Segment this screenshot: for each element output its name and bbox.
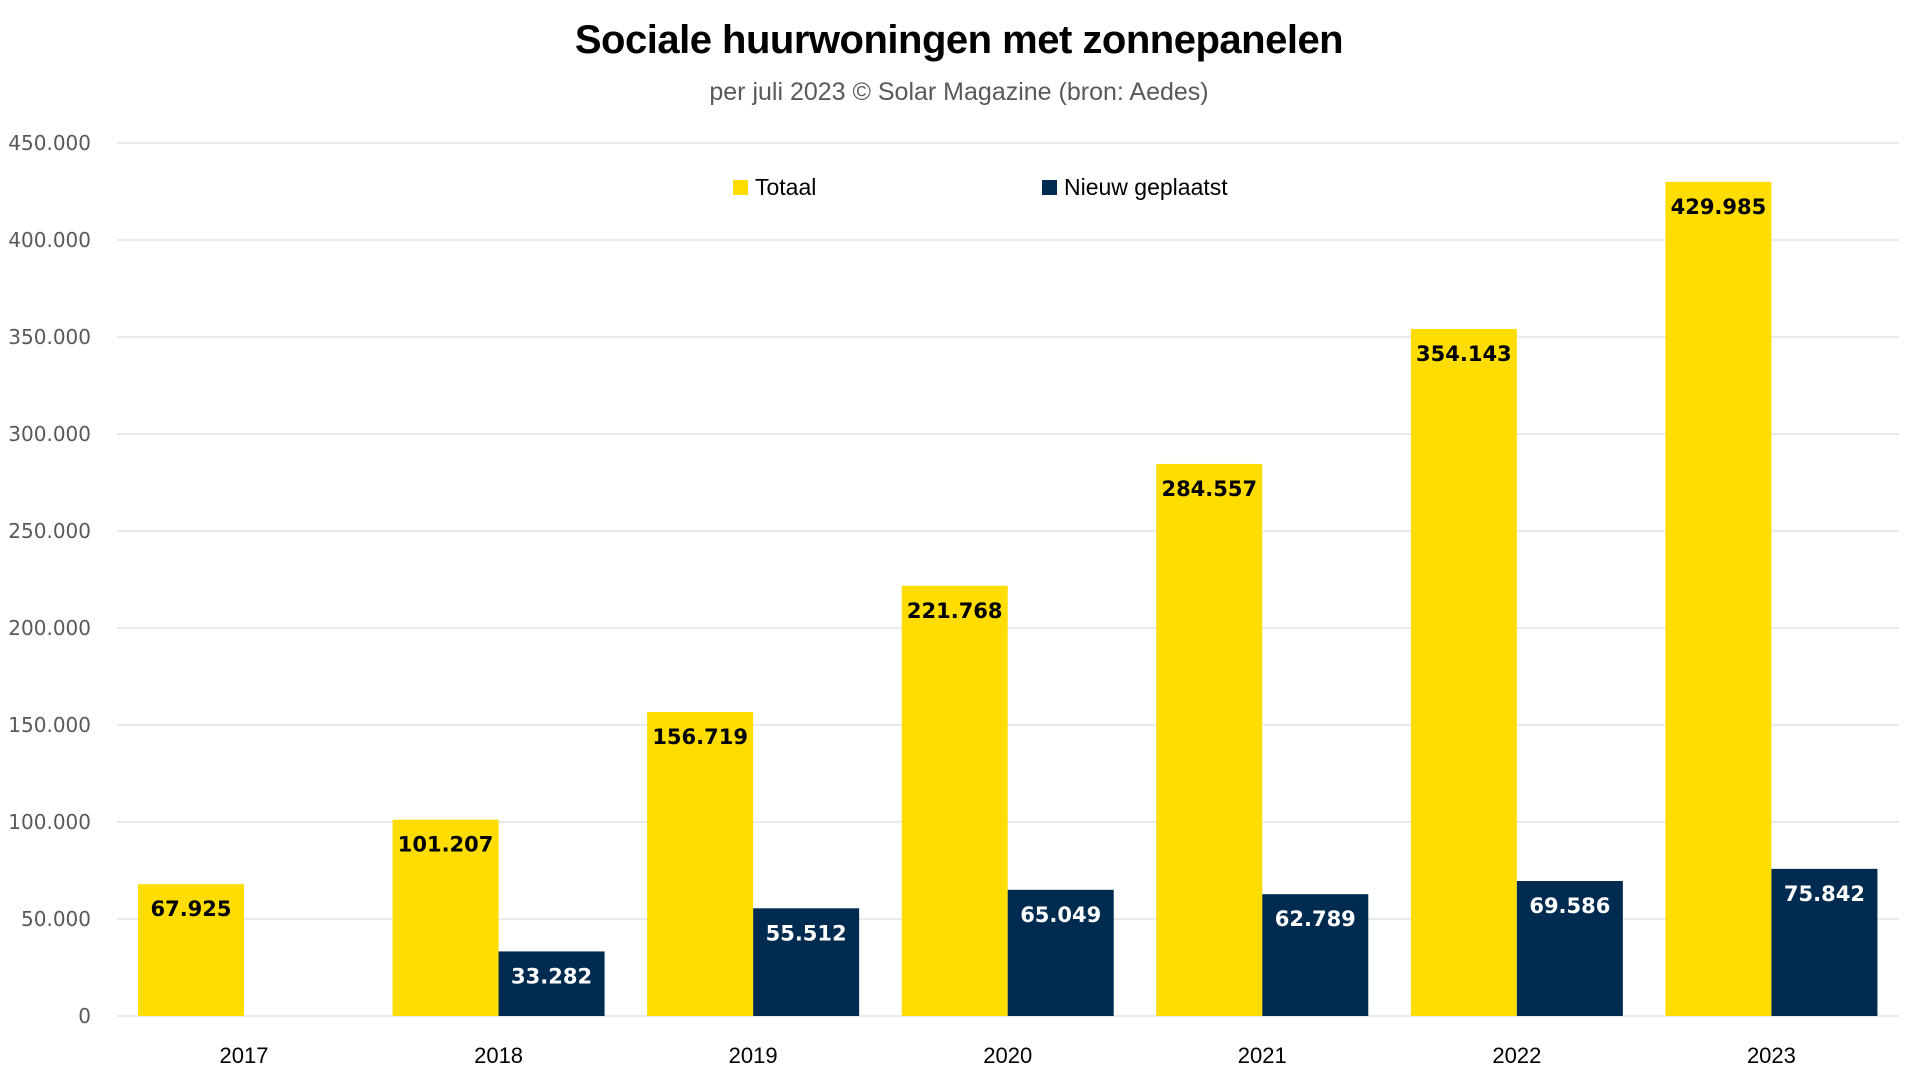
bars <box>138 181 1878 1016</box>
y-tick-label: 350.000 <box>8 325 91 349</box>
y-tick-label: 50.000 <box>21 907 91 931</box>
x-axis: 2017 2018 2019 2020 2021 2022 2023 <box>220 1043 1796 1068</box>
y-tick-label: 0 <box>78 1004 91 1028</box>
y-tick-label: 400.000 <box>8 228 91 252</box>
gridlines <box>117 142 1899 1017</box>
bar-totaal-2021 <box>1156 463 1263 1016</box>
data-label: 62.789 <box>1275 907 1356 931</box>
legend-swatch-nieuw-geplaatst <box>1042 180 1057 195</box>
data-label: 55.512 <box>766 921 847 945</box>
y-tick-label: 250.000 <box>8 519 91 543</box>
data-label: 221.768 <box>907 599 1003 623</box>
bar-nieuw-geplaatst-2020 <box>1007 889 1114 1016</box>
data-label: 101.207 <box>398 833 494 857</box>
data-label: 156.719 <box>652 725 748 749</box>
y-tick-label: 200.000 <box>8 616 91 640</box>
data-label: 354.143 <box>1416 342 1512 366</box>
legend-swatch-totaal <box>733 180 748 195</box>
data-labels: 67.925 101.207 33.282 156.719 55.512 221.768 6… <box>150 195 1864 989</box>
x-tick-label: 2020 <box>983 1043 1032 1068</box>
x-tick-label: 2019 <box>729 1043 778 1068</box>
bar-nieuw-geplaatst-2019 <box>753 908 860 1016</box>
x-tick-label: 2018 <box>474 1043 523 1068</box>
y-tick-label: 450.000 <box>8 131 91 155</box>
bar-totaal-2019 <box>647 711 754 1016</box>
y-tick-label: 100.000 <box>8 810 91 834</box>
chart-subtitle: per juli 2023 © Solar Magazine (bron: Ae… <box>709 78 1209 106</box>
bar-totaal-2018 <box>392 819 499 1016</box>
bar-totaal-2020 <box>901 585 1008 1016</box>
bar-nieuw-geplaatst-2021 <box>1262 894 1369 1016</box>
data-label: 69.586 <box>1529 894 1610 918</box>
x-tick-label: 2023 <box>1747 1043 1796 1068</box>
bar-nieuw-geplaatst-2018 <box>498 951 605 1016</box>
chart-title: Sociale huurwoningen met zonnepanelen <box>574 18 1344 62</box>
data-label: 75.842 <box>1784 882 1865 906</box>
data-label: 65.049 <box>1020 903 1101 927</box>
legend: Totaal Nieuw geplaatst <box>733 174 1228 200</box>
bar-totaal-2022 <box>1410 328 1517 1016</box>
y-axis: 0 50.000 100.000 150.000 200.000 250.000 300.0… <box>8 131 91 1028</box>
data-label: 429.985 <box>1671 195 1767 219</box>
legend-label: Nieuw geplaatst <box>1064 174 1228 200</box>
x-tick-label: 2021 <box>1238 1043 1287 1068</box>
data-label: 33.282 <box>511 964 592 988</box>
y-tick-label: 150.000 <box>8 713 91 737</box>
data-label: 284.557 <box>1161 477 1257 501</box>
bar-totaal-2023 <box>1665 181 1772 1016</box>
bar-nieuw-geplaatst-2022 <box>1516 881 1623 1016</box>
bar-nieuw-geplaatst-2023 <box>1771 868 1878 1016</box>
legend-label: Totaal <box>755 174 816 200</box>
bar-totaal-2017 <box>138 884 244 1016</box>
y-tick-label: 300.000 <box>8 422 91 446</box>
x-tick-label: 2017 <box>220 1043 269 1068</box>
data-label: 67.925 <box>150 897 231 921</box>
x-tick-label: 2022 <box>1492 1043 1541 1068</box>
